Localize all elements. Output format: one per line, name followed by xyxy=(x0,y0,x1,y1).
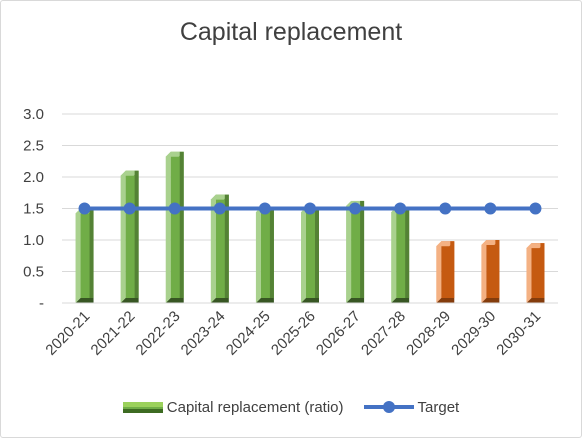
x-tick-label: 2023-24 xyxy=(178,308,229,359)
target-point-2021-22 xyxy=(123,202,136,215)
legend-item-target: Target xyxy=(363,398,460,416)
x-tick-label: 2020-21 xyxy=(42,308,93,359)
bar-2026-27 xyxy=(346,200,365,303)
x-tick-label: 2021-22 xyxy=(88,308,139,359)
target-point-2025-26 xyxy=(304,202,316,215)
bar-2027-28 xyxy=(391,207,410,303)
x-tick-label: 2029-30 xyxy=(448,308,499,359)
target-point-2022-23 xyxy=(168,202,181,215)
bar-2022-23 xyxy=(165,151,184,303)
bar-2023-24 xyxy=(210,194,229,303)
target-point-2024-25 xyxy=(258,202,271,215)
x-tick-label: 2028-29 xyxy=(403,308,454,359)
x-tick-label: 2024-25 xyxy=(223,308,274,359)
chart-legend: Capital replacement (ratio) Target xyxy=(0,396,582,418)
target-point-2023-24 xyxy=(213,202,226,215)
bar-2024-25 xyxy=(255,207,274,303)
legend-bar-swatch xyxy=(122,401,163,413)
legend-line-swatch xyxy=(363,400,414,414)
x-tick-label: 2027-28 xyxy=(358,308,409,359)
y-tick-label: 1.5 xyxy=(23,201,44,218)
target-point-2029-30 xyxy=(484,202,497,215)
y-tick-label: 2.5 xyxy=(23,138,44,155)
target-point-2030-31 xyxy=(529,202,542,215)
target-point-2028-29 xyxy=(439,202,452,215)
x-tick-label: 2025-26 xyxy=(268,308,319,359)
bar-2028-29 xyxy=(436,241,455,303)
target-point-2026-27 xyxy=(349,202,362,215)
legend-label-target: Target xyxy=(417,398,460,416)
y-tick-label: 1.0 xyxy=(23,232,44,249)
target-point-2027-28 xyxy=(394,202,407,215)
target-point-2020-21 xyxy=(78,202,91,215)
bar-2029-30 xyxy=(481,240,500,303)
bar-2020-21 xyxy=(75,208,94,303)
bar-2025-26 xyxy=(301,207,319,303)
x-tick-label: 2026-27 xyxy=(313,308,364,359)
chart-title: Capital replacement xyxy=(179,18,403,46)
x-tick-label: 2022-23 xyxy=(133,308,184,359)
legend-item-capital-replacement: Capital replacement (ratio) xyxy=(122,398,344,416)
y-tick-label: 0.5 xyxy=(23,264,44,281)
y-tick-label: - xyxy=(39,295,44,312)
y-tick-label: 2.0 xyxy=(23,169,44,186)
bar-2030-31 xyxy=(526,243,545,303)
legend-label-capital-replacement: Capital replacement (ratio) xyxy=(166,398,344,416)
y-tick-label: 3.0 xyxy=(23,106,44,123)
bar-2021-22 xyxy=(120,170,139,303)
x-tick-label: 2030-31 xyxy=(493,308,544,359)
